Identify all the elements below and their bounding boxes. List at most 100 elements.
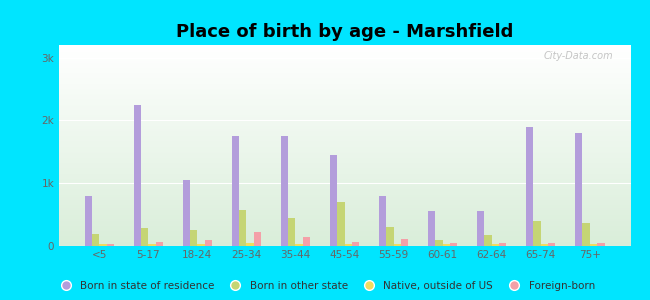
Bar bbox=[491, 244, 499, 246]
Bar bbox=[58, 164, 630, 165]
Bar bbox=[58, 73, 630, 74]
Bar bbox=[133, 105, 141, 246]
Bar bbox=[58, 220, 630, 221]
Bar bbox=[58, 181, 630, 182]
Bar bbox=[379, 196, 386, 246]
Bar bbox=[58, 198, 630, 199]
Bar bbox=[58, 239, 630, 240]
Bar bbox=[246, 244, 254, 246]
Bar bbox=[198, 244, 205, 246]
Bar bbox=[205, 240, 212, 246]
Bar bbox=[296, 244, 303, 246]
Bar bbox=[58, 148, 630, 149]
Bar bbox=[58, 195, 630, 196]
Bar bbox=[58, 151, 630, 152]
Bar bbox=[58, 93, 630, 94]
Bar bbox=[58, 240, 630, 241]
Bar bbox=[58, 98, 630, 99]
Bar bbox=[58, 158, 630, 159]
Bar bbox=[58, 142, 630, 143]
Bar bbox=[58, 120, 630, 122]
Bar bbox=[58, 205, 630, 206]
Bar bbox=[58, 85, 630, 86]
Bar bbox=[58, 77, 630, 78]
Bar bbox=[58, 129, 630, 130]
Bar bbox=[58, 92, 630, 93]
Bar bbox=[58, 218, 630, 219]
Bar bbox=[58, 50, 630, 51]
Bar bbox=[148, 244, 155, 246]
Bar bbox=[58, 203, 630, 204]
Bar bbox=[58, 208, 630, 209]
Bar bbox=[58, 182, 630, 183]
Bar bbox=[58, 184, 630, 185]
Bar bbox=[58, 180, 630, 181]
Bar bbox=[190, 230, 198, 246]
Bar bbox=[58, 84, 630, 85]
Bar bbox=[58, 172, 630, 174]
Bar bbox=[484, 235, 491, 246]
Bar bbox=[58, 143, 630, 145]
Bar bbox=[58, 75, 630, 76]
Bar bbox=[58, 94, 630, 95]
Bar bbox=[58, 56, 630, 57]
Bar bbox=[58, 204, 630, 205]
Bar bbox=[281, 136, 288, 246]
Bar bbox=[58, 114, 630, 115]
Bar bbox=[58, 79, 630, 80]
Bar bbox=[58, 209, 630, 210]
Bar bbox=[58, 231, 630, 232]
Bar bbox=[58, 185, 630, 186]
Bar bbox=[58, 71, 630, 72]
Bar bbox=[58, 52, 630, 53]
Bar bbox=[58, 69, 630, 70]
Bar bbox=[58, 210, 630, 211]
Bar bbox=[58, 194, 630, 195]
Bar bbox=[541, 244, 548, 246]
Bar bbox=[58, 162, 630, 163]
Bar bbox=[58, 89, 630, 90]
Bar bbox=[58, 97, 630, 98]
Bar bbox=[58, 160, 630, 161]
Bar bbox=[58, 99, 630, 100]
Bar bbox=[58, 179, 630, 180]
Bar bbox=[58, 152, 630, 154]
Bar bbox=[58, 128, 630, 129]
Bar bbox=[58, 104, 630, 105]
Bar bbox=[58, 100, 630, 101]
Bar bbox=[58, 214, 630, 215]
Bar bbox=[58, 176, 630, 177]
Bar bbox=[58, 112, 630, 113]
Bar bbox=[58, 200, 630, 201]
Bar bbox=[58, 118, 630, 119]
Bar bbox=[58, 116, 630, 117]
Bar bbox=[58, 88, 630, 89]
Bar bbox=[436, 240, 443, 246]
Bar bbox=[58, 171, 630, 172]
Bar bbox=[58, 206, 630, 207]
Bar bbox=[58, 183, 630, 184]
Bar bbox=[575, 133, 582, 246]
Bar bbox=[58, 86, 630, 87]
Bar bbox=[58, 55, 630, 56]
Bar bbox=[58, 139, 630, 140]
Bar bbox=[58, 54, 630, 55]
Bar bbox=[58, 81, 630, 82]
Bar bbox=[155, 242, 163, 246]
Bar bbox=[58, 102, 630, 103]
Bar bbox=[58, 123, 630, 124]
Bar bbox=[330, 155, 337, 246]
Bar bbox=[58, 51, 630, 52]
Bar bbox=[58, 108, 630, 109]
Bar bbox=[58, 106, 630, 107]
Bar bbox=[303, 237, 310, 246]
Bar bbox=[58, 82, 630, 83]
Bar bbox=[58, 136, 630, 137]
Bar bbox=[58, 103, 630, 104]
Bar bbox=[58, 90, 630, 91]
Bar bbox=[58, 126, 630, 128]
Bar bbox=[58, 217, 630, 218]
Bar bbox=[58, 146, 630, 148]
Bar bbox=[58, 70, 630, 71]
Bar bbox=[526, 127, 534, 246]
